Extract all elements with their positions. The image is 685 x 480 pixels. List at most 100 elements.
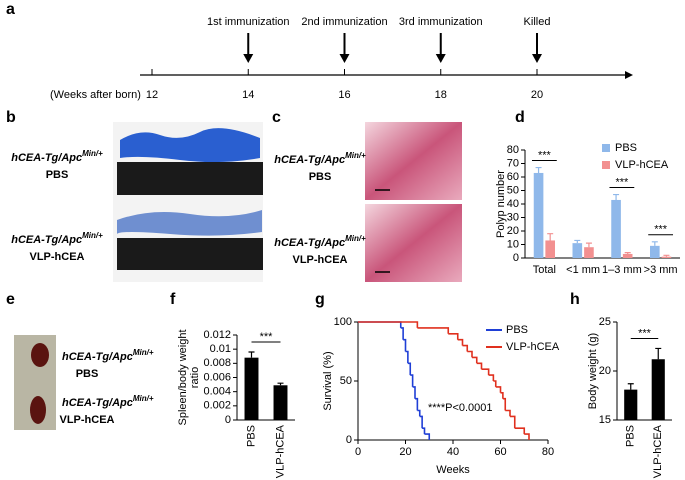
survival-step [400,327,404,340]
legend-label: VLP-hCEA [506,341,560,353]
group-label: VLP-hCEA [60,414,115,426]
genotype-label: hCEA-Tg/ApcMin/+ [274,234,366,249]
panel-label: b [6,109,16,126]
survival-step [514,427,526,435]
bar [624,389,638,420]
genotype: hCEA-Tg/Apc [11,234,82,246]
x-tick-label: >3 mm [644,264,678,276]
survival-step [500,392,504,399]
group-label: VLP-hCEA [293,254,348,266]
y-tick-label: 0.006 [203,371,231,383]
x-tick-label: 80 [542,446,554,458]
y-tick-label: 80 [507,144,519,156]
bar [572,243,583,258]
y-axis-label: Spleen/body weight [177,329,189,425]
y-tick-label: 0 [225,414,231,426]
survival-step [502,397,507,411]
timeline-axis-label: (Weeks after born) [50,89,141,101]
bar [651,359,665,420]
timeline-tick-label: 20 [531,89,543,101]
y-tick-label: 20 [507,225,519,237]
survival-step [467,350,473,358]
timeline-tick-label: 16 [338,89,350,101]
genotype-label: hCEA-Tg/ApcMin/+ [62,394,154,409]
survival-step [403,338,407,352]
panel-label: a [6,1,15,18]
panel-label: d [515,109,525,126]
survival-step [405,350,409,364]
event-arrowhead [435,54,446,63]
error-bar [547,233,554,241]
x-tick-label: 1–3 mm [602,264,642,276]
bar [584,247,594,258]
y-tick-label: 40 [507,198,519,210]
genotype: hCEA-Tg/Apc [11,152,82,164]
legend-label: PBS [506,324,528,336]
x-tick-label: 0 [355,446,361,458]
timeline-arrowhead [625,71,633,79]
y-tick-label: 10 [507,238,519,250]
group-label: PBS [46,169,69,181]
event-arrowhead [532,54,542,63]
x-tick-label: PBS [625,425,637,447]
bar [244,357,259,420]
error-bar [627,383,634,390]
y-tick-label: 0.008 [203,357,231,369]
panel-label: c [272,109,281,126]
survival-step [412,386,416,399]
bar [661,256,672,258]
y-tick-label: 100 [334,316,352,328]
x-tick-label: <1 mm [566,264,600,276]
y-tick-label: 0.012 [203,329,231,341]
genotype-superscript: Min/+ [345,151,366,160]
x-axis-label: Weeks [436,464,470,476]
survival-step [358,321,402,328]
survival-step [476,362,483,370]
panel-label: h [570,291,580,308]
y-tick-label: 70 [507,157,519,169]
y-axis-label: ratio [189,367,201,388]
genotype-superscript: Min/+ [345,234,366,243]
survival-step [457,338,464,346]
y-tick-label: 15 [599,414,611,426]
x-tick-label: 40 [447,446,459,458]
genotype: hCEA-Tg/Apc [274,154,345,166]
genotype-superscript: Min/+ [82,149,103,158]
genotype-label: hCEA-Tg/ApcMin/+ [11,231,103,246]
event-label: 2nd immunization [301,16,387,28]
legend-swatch [602,144,610,152]
genotype-superscript: Min/+ [133,394,154,403]
photo-e [14,335,56,430]
genotype: hCEA-Tg/Apc [62,397,133,409]
y-tick-label: 25 [599,316,611,328]
survival-step [358,321,419,328]
event-arrowhead [243,54,254,63]
y-tick-label: 0 [513,252,519,264]
group-label: PBS [76,368,99,380]
timeline-tick-label: 18 [435,89,447,101]
event-label: 3rd immunization [399,16,483,28]
event-label: 1st immunization [207,16,290,28]
x-tick-label: VLP-hCEA [652,424,664,478]
y-axis-label: Survival (%) [322,351,334,410]
y-tick-label: 0.004 [203,386,231,398]
y-tick-label: 50 [340,375,352,387]
y-tick-label: 0.002 [203,400,231,412]
y-tick-label: 50 [507,184,519,196]
y-tick-label: 0.01 [210,343,231,355]
survival-step [462,344,469,352]
significance-label: *** [538,149,552,161]
error-bar [535,166,542,173]
x-tick-label: PBS [245,425,257,447]
bar [533,172,544,258]
survival-step [410,374,414,387]
survival-step [524,433,530,440]
significance-label: *** [260,331,274,343]
panel-label: g [315,291,325,308]
error-bar [248,351,255,358]
y-tick-label: 0 [346,434,352,446]
genotype-superscript: Min/+ [133,348,154,357]
y-tick-label: 60 [507,171,519,183]
x-tick-label: 20 [399,446,411,458]
